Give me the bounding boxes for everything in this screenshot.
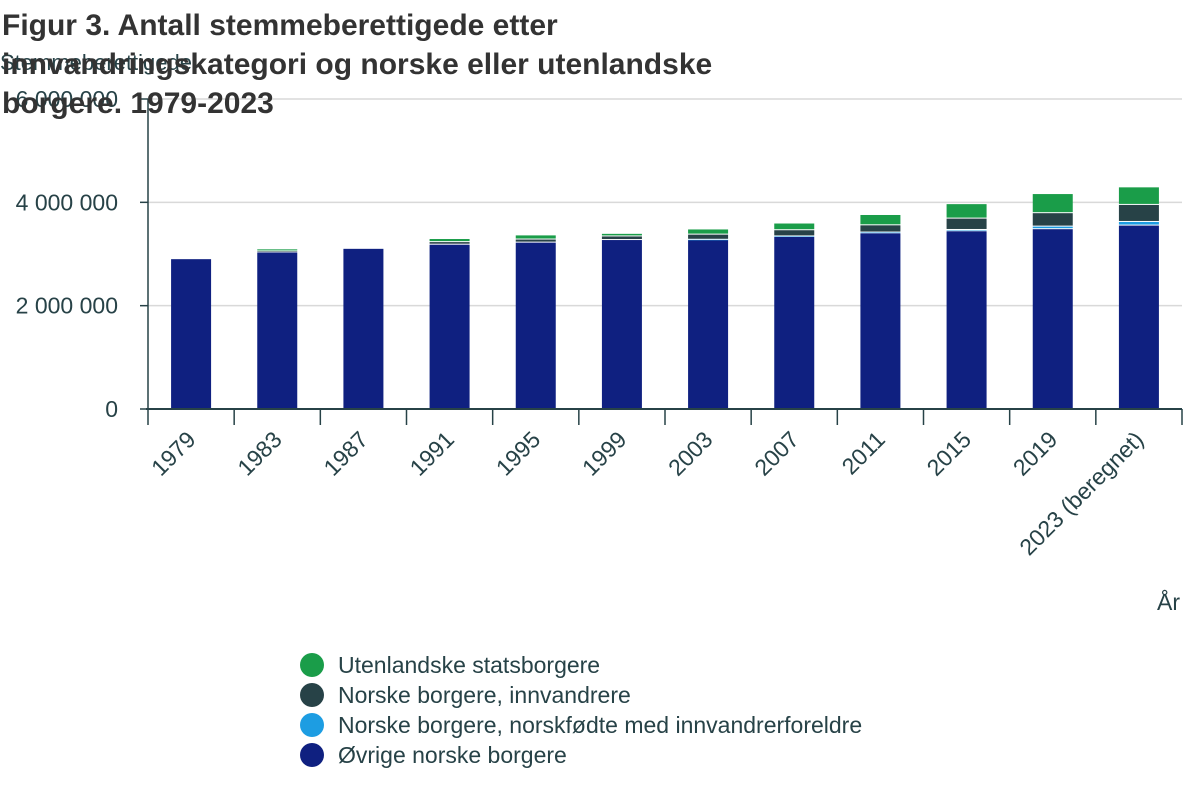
x-axis-title: År: [1157, 588, 1180, 615]
bar-segment[interactable]: [688, 240, 729, 408]
legend-label: Øvrige norske borgere: [338, 741, 567, 768]
bar-segment[interactable]: [1032, 226, 1073, 229]
bar-segment[interactable]: [774, 223, 815, 230]
bar-segment[interactable]: [1032, 194, 1073, 213]
legend-marker: [300, 713, 324, 737]
bar-segment[interactable]: [860, 232, 901, 234]
bar-segment[interactable]: [171, 259, 212, 408]
bar-segment[interactable]: [601, 233, 642, 236]
legend-marker: [300, 743, 324, 767]
bar-segment[interactable]: [860, 225, 901, 232]
bar-segment[interactable]: [515, 242, 556, 408]
bar-segment[interactable]: [860, 233, 901, 408]
bar-segment[interactable]: [257, 251, 298, 252]
bar-segment[interactable]: [515, 239, 556, 242]
bar-segment[interactable]: [774, 236, 815, 408]
legend: Utenlandske statsborgere Norske borgere,…: [300, 650, 862, 770]
y-axis-label: Stemmeberettigede: [0, 50, 192, 75]
legend-item-ovrige[interactable]: Øvrige norske borgere: [300, 740, 862, 770]
x-tick-label: 2003: [663, 426, 718, 481]
x-tick-label: 1983: [232, 426, 287, 481]
legend-item-norskfodte[interactable]: Norske borgere, norskfødte med innvandre…: [300, 710, 862, 740]
legend-item-utenlandske[interactable]: Utenlandske statsborgere: [300, 650, 862, 680]
x-tick-label: 2007: [749, 426, 804, 481]
legend-marker: [300, 653, 324, 677]
bar-segment[interactable]: [601, 236, 642, 240]
y-tick-label: 0: [105, 396, 118, 422]
x-tick-label: 2019: [1008, 426, 1063, 481]
bar-segment[interactable]: [429, 239, 470, 242]
bar-segment[interactable]: [774, 230, 815, 236]
bar-segment[interactable]: [688, 239, 729, 241]
bar-segment[interactable]: [1118, 225, 1159, 408]
bar-segment[interactable]: [1118, 187, 1159, 204]
x-tick-label: 2011: [837, 426, 890, 479]
bar-segment[interactable]: [429, 244, 470, 408]
chart-title: Figur 3. Antall stemmeberettigede etter …: [2, 9, 713, 120]
bar-segment[interactable]: [688, 234, 729, 239]
bar-segment[interactable]: [688, 229, 729, 234]
bar-segment[interactable]: [946, 229, 987, 231]
bar-segment[interactable]: [946, 218, 987, 229]
bar-segment[interactable]: [1032, 213, 1073, 226]
x-tick-label: 1979: [146, 426, 201, 481]
bar-segment[interactable]: [601, 240, 642, 408]
grid-lines: [148, 98, 1182, 307]
legend-label: Norske borgere, norskfødte med innvandre…: [338, 711, 863, 738]
legend-marker: [300, 683, 324, 707]
bar-segment[interactable]: [946, 231, 987, 408]
bar-segment[interactable]: [343, 248, 384, 408]
y-tick-label: 2 000 000: [16, 293, 118, 319]
bar-segment[interactable]: [860, 214, 901, 225]
legend-item-innvandrere[interactable]: Norske borgere, innvandrere: [300, 680, 862, 710]
legend-label: Norske borgere, innvandrere: [338, 681, 631, 708]
bar-segment[interactable]: [257, 249, 298, 251]
bar-segment[interactable]: [257, 252, 298, 408]
x-tick-label: 1999: [577, 426, 632, 481]
legend-label: Utenlandske statsborgere: [338, 651, 601, 678]
x-tick-label: 1987: [318, 426, 373, 481]
bar-segment[interactable]: [774, 236, 815, 237]
x-tick-label: 1995: [491, 426, 546, 481]
bars: [171, 187, 1159, 408]
y-tick-label: 4 000 000: [16, 189, 118, 215]
y-tick-label: 6 000 000: [16, 86, 118, 112]
bar-segment[interactable]: [1118, 221, 1159, 225]
axes: [140, 98, 1183, 425]
x-tick-label: 2015: [922, 426, 977, 481]
x-tick-label: 1991: [405, 426, 460, 481]
bar-segment[interactable]: [429, 242, 470, 244]
bar-segment[interactable]: [946, 204, 987, 218]
bar-segment[interactable]: [515, 235, 556, 239]
bar-segment[interactable]: [1032, 229, 1073, 408]
bar-segment[interactable]: [1118, 204, 1159, 221]
